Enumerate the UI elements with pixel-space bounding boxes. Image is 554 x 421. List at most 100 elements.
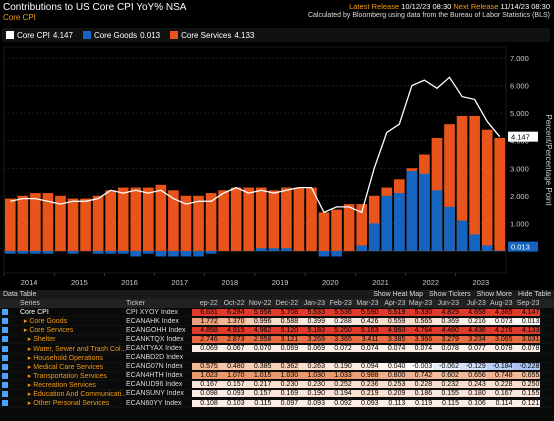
bar-core-goods — [481, 245, 493, 251]
row-ticker: ECANAHK Index — [126, 317, 179, 325]
table-cell: 1.070 — [218, 372, 246, 380]
table-row[interactable]: ▸ Core Goods ECANAHK Index 1.772 1.370 0.996… — [0, 317, 554, 327]
col-period[interactable]: Apr-23 — [384, 300, 406, 308]
table-cell: 0.243 — [459, 381, 487, 389]
table-row[interactable]: ▸ Shelter ECANKTQX Index 2.746 2.873 2.958 3.… — [0, 335, 554, 345]
table-cell: 0.559 — [379, 317, 407, 325]
table-row[interactable]: ▸ Water, Sewer and Trash Col... ECANTYAX … — [0, 344, 554, 354]
table-cell: 0.190 — [325, 363, 353, 371]
legend-item-core-goods[interactable]: Core Goods 0.013 — [82, 31, 160, 40]
bar-core-services — [218, 190, 229, 251]
x-tick-label: 2015 — [71, 278, 88, 287]
col-period[interactable]: Nov-22 — [248, 300, 272, 308]
chart-subtitle: Core CPI — [3, 13, 36, 22]
col-period[interactable]: Jun-23 — [437, 300, 459, 308]
col-period[interactable]: Jan-23 — [303, 300, 325, 308]
col-period[interactable]: Aug-23 — [489, 300, 513, 308]
col-period[interactable]: ep-22 — [199, 300, 218, 308]
bar-core-services — [343, 204, 355, 251]
row-controls[interactable] — [0, 309, 18, 316]
bar-core-goods — [318, 250, 330, 257]
table-cell: 0.078 — [433, 345, 460, 353]
bar-core-services — [281, 187, 292, 251]
row-checkbox[interactable] — [2, 381, 8, 388]
row-controls[interactable] — [0, 318, 18, 325]
col-period[interactable]: Dec-22 — [275, 300, 299, 308]
table-row[interactable]: ▸ Transportation Services ECAN4HTH Index 1… — [0, 372, 554, 381]
stacked-bar-chart[interactable]: 7.0006.0005.0004.0003.0002.0001.0004.147… — [0, 43, 554, 290]
row-series-name[interactable]: ▸ Transportation Services — [20, 372, 107, 380]
row-checkbox[interactable] — [2, 309, 8, 316]
row-series-name[interactable]: ▸ Shelter — [20, 336, 56, 344]
row-series-name[interactable]: ▸ Core Services — [20, 327, 74, 335]
legend-value: 4.133 — [234, 30, 255, 40]
col-period[interactable]: Jul-23 — [466, 300, 486, 308]
table-row[interactable]: Core CPI CPI XYOY Index 6.631 6.284 5.958 5.7… — [0, 308, 554, 318]
table-cell: 5.958 — [245, 308, 273, 316]
row-checkbox[interactable] — [2, 354, 8, 361]
table-row[interactable]: ▸ Other Personal Services ECAN60YY Index 0… — [0, 399, 554, 409]
legend-label: Core CPI — [17, 30, 50, 40]
bar-core-goods — [381, 195, 393, 251]
hide-table-button[interactable]: Hide Table — [518, 291, 551, 298]
bar-core-goods — [406, 171, 418, 251]
row-series-name[interactable]: ▸ Recreation Services — [20, 381, 96, 389]
table-cell: 0.480 — [218, 363, 246, 371]
row-checkbox[interactable] — [2, 345, 8, 352]
row-controls[interactable] — [0, 327, 18, 334]
row-controls[interactable] — [0, 354, 18, 361]
row-checkbox[interactable] — [2, 327, 8, 334]
table-cell: 1.772 — [192, 317, 219, 325]
row-checkbox[interactable] — [2, 390, 8, 397]
row-series-name[interactable]: Core CPI — [20, 308, 49, 316]
table-cell: 3.385 — [379, 335, 407, 343]
show-more-button[interactable]: Show More — [476, 291, 513, 298]
bar-core-services — [130, 187, 142, 251]
row-checkbox[interactable] — [2, 363, 8, 370]
row-series-name[interactable]: ▸ Other Personal Services — [20, 400, 110, 408]
bar-core-goods — [419, 173, 430, 251]
table-row[interactable]: ▸ Recreation Services ECANUD96 Index 0.167… — [0, 381, 554, 390]
row-checkbox[interactable] — [2, 336, 8, 343]
table-cell: 5.519 — [379, 308, 407, 316]
col-ticker[interactable]: Ticker — [126, 300, 145, 308]
row-series-name[interactable]: ▸ Water, Sewer and Trash Col... — [20, 345, 126, 353]
x-tick-label: 2018 — [222, 278, 239, 287]
bar-core-goods — [356, 245, 368, 251]
row-controls[interactable] — [0, 381, 18, 388]
row-checkbox[interactable] — [2, 400, 8, 407]
show-tickers-toggle[interactable]: Show Tickers — [429, 291, 471, 298]
table-cell: 0.113 — [379, 399, 407, 407]
row-series-name[interactable]: ▸ Education And Communicati... — [20, 390, 126, 398]
table-row[interactable]: ▸ Education And Communicati... ECANSUNY I… — [0, 390, 554, 400]
chart-legend: Core CPI 4.147 Core Goods 0.013 Core Ser… — [2, 28, 550, 42]
table-row[interactable]: ▸ Core Services ECANGOHH Index 4.858 4.915 4… — [0, 326, 554, 336]
row-controls[interactable] — [0, 363, 18, 370]
col-period[interactable]: Mar-23 — [356, 300, 379, 308]
row-controls[interactable] — [0, 345, 18, 352]
legend-item-core-services[interactable]: Core Services 4.133 — [170, 31, 254, 40]
row-controls[interactable] — [0, 372, 18, 379]
bar-core-services — [293, 187, 305, 251]
row-controls[interactable] — [0, 390, 18, 397]
col-period[interactable]: Oct-22 — [223, 300, 245, 308]
col-period[interactable]: Feb-23 — [329, 300, 352, 308]
row-series-name[interactable]: ▸ Core Goods — [20, 318, 68, 326]
show-heat-map-toggle[interactable]: Show Heat Map — [373, 291, 424, 298]
row-checkbox[interactable] — [2, 318, 8, 325]
line-core-cpi — [10, 76, 501, 214]
table-cell: 0.217 — [245, 381, 273, 389]
table-row[interactable]: ▸ Household Operations ECANBD2D Index — [0, 354, 554, 363]
row-controls[interactable] — [0, 336, 18, 343]
col-series[interactable]: Series — [20, 300, 40, 308]
col-period[interactable]: Sep-23 — [516, 300, 540, 308]
table-cell: 0.180 — [459, 390, 487, 398]
row-series-name[interactable]: ▸ Household Operations — [20, 354, 103, 362]
table-row[interactable]: ▸ Medical Care Services ECANG07N Index 0.5… — [0, 363, 554, 372]
row-checkbox[interactable] — [2, 372, 8, 379]
legend-item-core-cpi[interactable]: Core CPI 4.147 — [6, 31, 73, 40]
row-controls[interactable] — [0, 400, 18, 407]
bar-core-goods — [281, 248, 292, 251]
col-period[interactable]: May-23 — [408, 300, 433, 308]
row-series-name[interactable]: ▸ Medical Care Services — [20, 363, 104, 371]
